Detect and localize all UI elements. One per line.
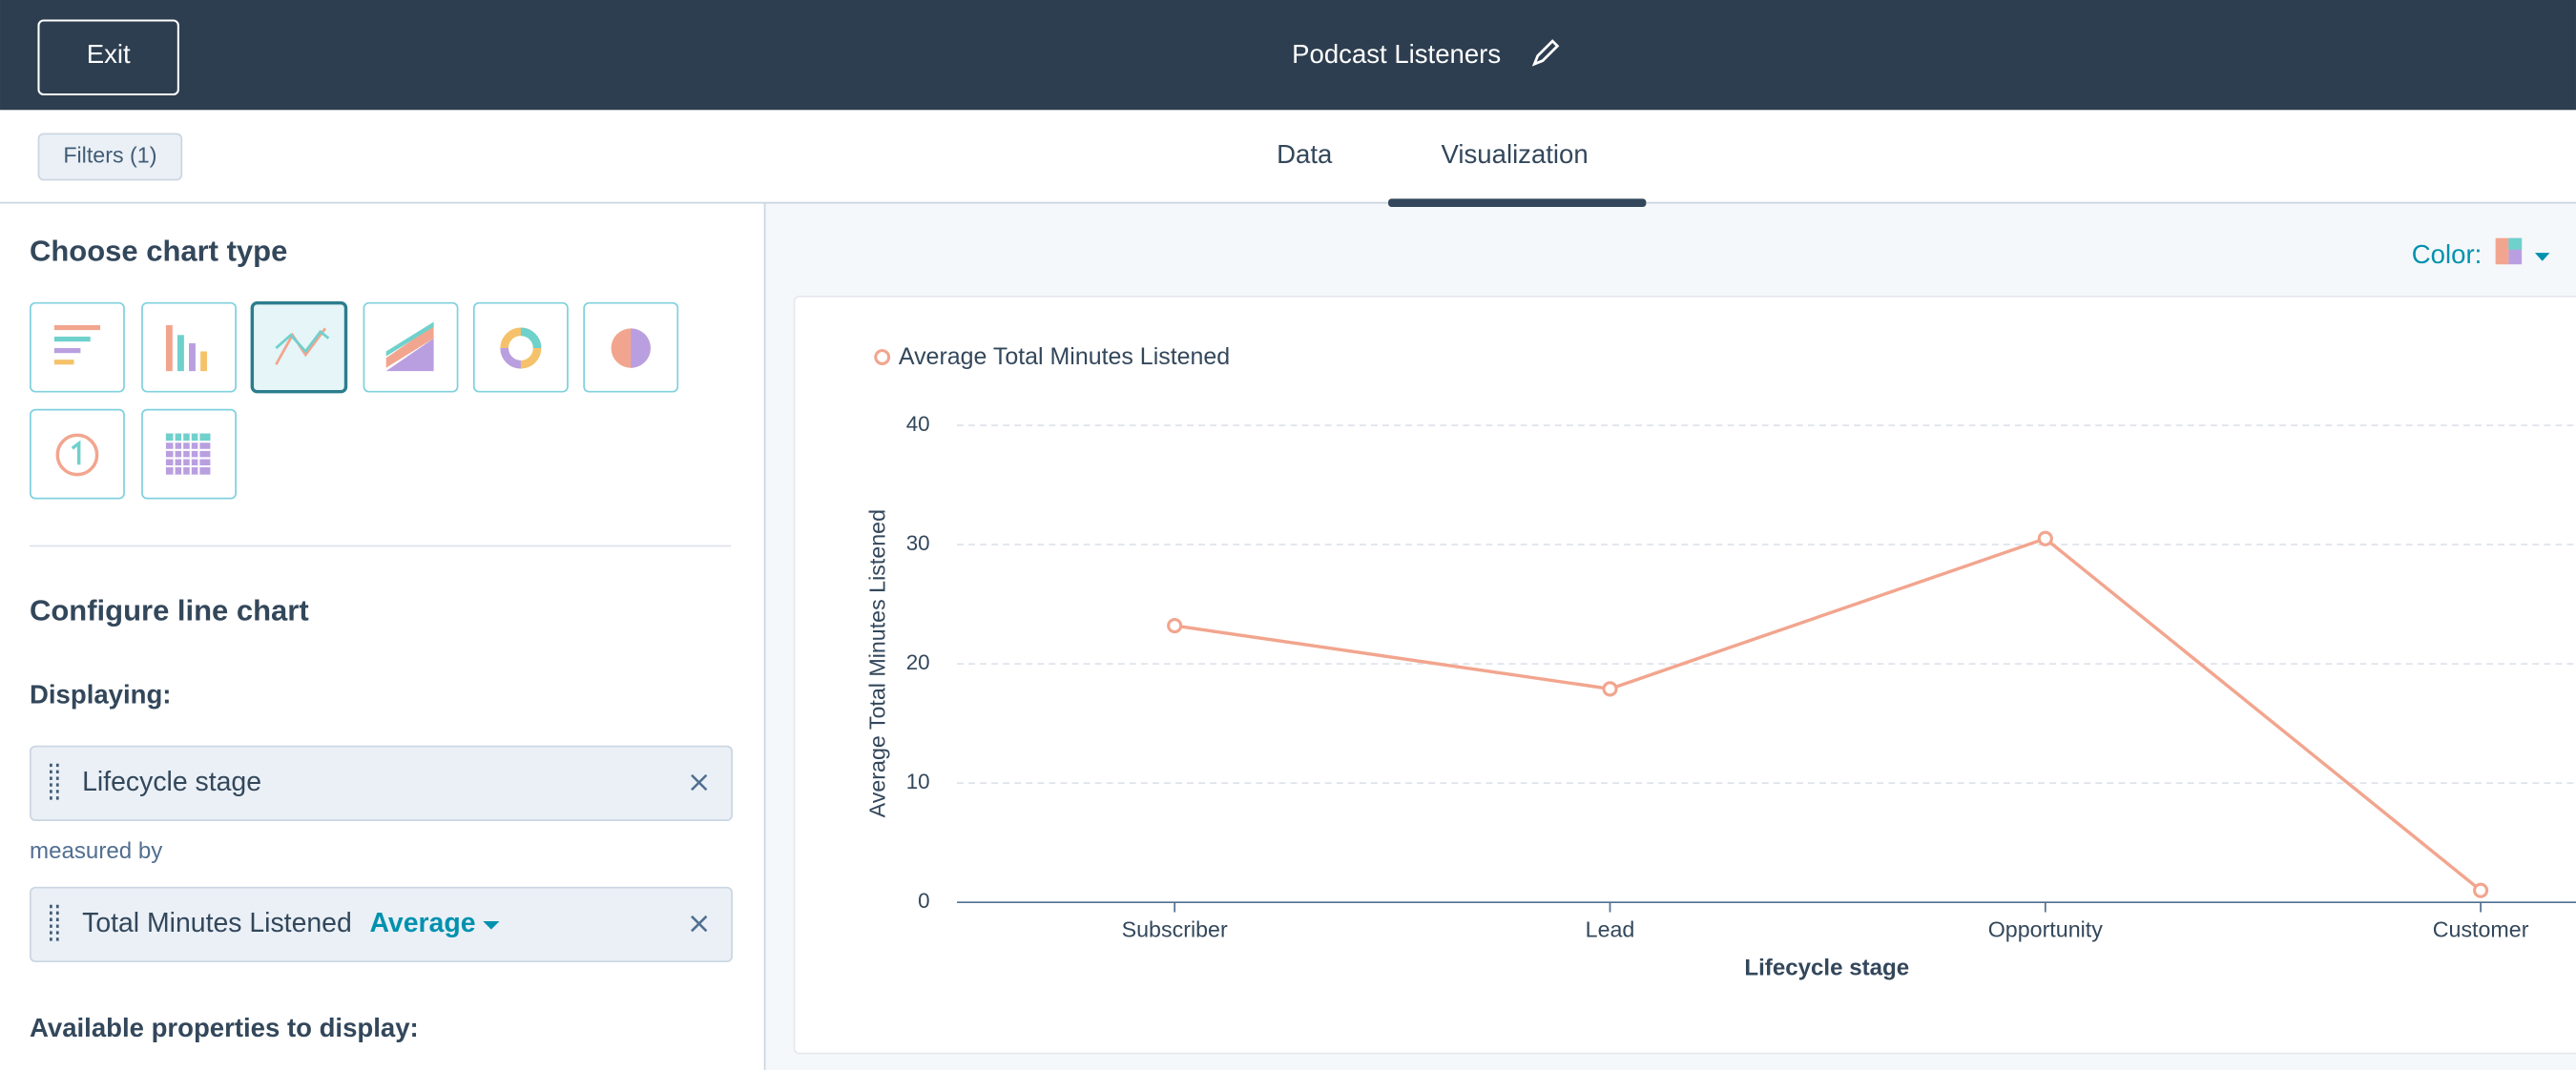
tab-active[interactable]: Visualization [1442,139,1589,169]
icon-part [275,329,330,354]
y-tick-label: 20 [906,650,930,674]
remove-icon[interactable] [691,915,708,933]
icon-part [177,335,184,372]
edit-icon[interactable] [1531,39,1560,67]
chart: 0 10 20 30 40 Average Total Minutes Listened L… [864,343,2576,980]
data-point [1167,617,1183,634]
legend-marker [874,349,891,365]
y-tick-label: 0 [918,889,929,913]
type-donut[interactable] [472,301,569,393]
section-heading: Configure line chart [30,593,309,627]
section-heading: Choose chart type [30,234,287,267]
dropdown-caret[interactable] [483,920,500,930]
color-label[interactable]: Color: [2412,239,2482,269]
toolbar [0,110,2576,202]
icon-part [71,440,81,465]
x-tick-label: Opportunity [1988,916,2103,941]
chart-type-icons [30,300,679,500]
drag-handle[interactable] [50,904,59,945]
y-tick-label: 40 [906,412,930,436]
legend-label: Average Total Minutes Listened [899,343,1230,370]
icon-part [165,433,211,475]
drag-handle[interactable] [50,763,59,804]
icon-part [55,433,99,477]
icon-part [520,327,542,349]
x-tick-label: Lead [1586,916,1635,941]
icon-part [631,328,651,368]
icon-part [200,351,207,372]
icon-part [385,321,434,357]
field-label: measured by [30,838,162,864]
dropdown-caret[interactable] [2534,253,2550,261]
top-bar [0,0,2576,111]
icon-part [189,342,196,372]
y-tick-label: 10 [906,770,930,793]
color-swatch[interactable] [2495,237,2509,265]
tab[interactable]: Data [1277,139,1333,169]
exit-button[interactable] [37,19,179,96]
icon-part [53,336,91,342]
icon-part [500,347,522,369]
report-title: Podcast Listeners [1292,39,1501,69]
remove-icon[interactable] [691,773,708,792]
x-tick-label: Customer [2433,916,2529,941]
field-label: Displaying: [30,679,171,709]
measure-label: Total Minutes Listened [82,908,352,938]
chart-card [793,295,2576,1055]
icon-part [165,324,173,372]
y-tick-label: 30 [906,531,930,555]
type-line-selected[interactable] [250,300,348,394]
type-horizontal-bar[interactable] [30,301,125,393]
tab-underline [1388,198,1647,207]
filters-label[interactable]: Filters (1) [63,143,156,168]
filters-button[interactable] [37,133,183,181]
field-label: Available properties to display: [30,1013,419,1042]
data-point [1602,681,1618,697]
icon-part [53,360,74,365]
measure-pill[interactable] [30,886,733,963]
x-tick-label: Subscriber [1122,916,1228,941]
line-series [1174,536,2483,893]
icon-part [53,348,81,354]
data-point [2473,882,2489,898]
icon-part [385,324,434,368]
x-axis-title: Lifecycle stage [1744,955,1909,980]
color-swatch[interactable] [2508,237,2523,250]
exit-label[interactable]: Exit [87,39,131,69]
icon-part [53,324,101,331]
icon-part [165,433,211,442]
data-point [2037,530,2053,546]
y-axis-title: Average Total Minutes Listened [864,509,889,817]
aggregation-dropdown[interactable]: Average [369,908,475,938]
dimension-pill[interactable] [30,745,733,821]
dimension-label: Lifecycle stage [82,767,261,797]
